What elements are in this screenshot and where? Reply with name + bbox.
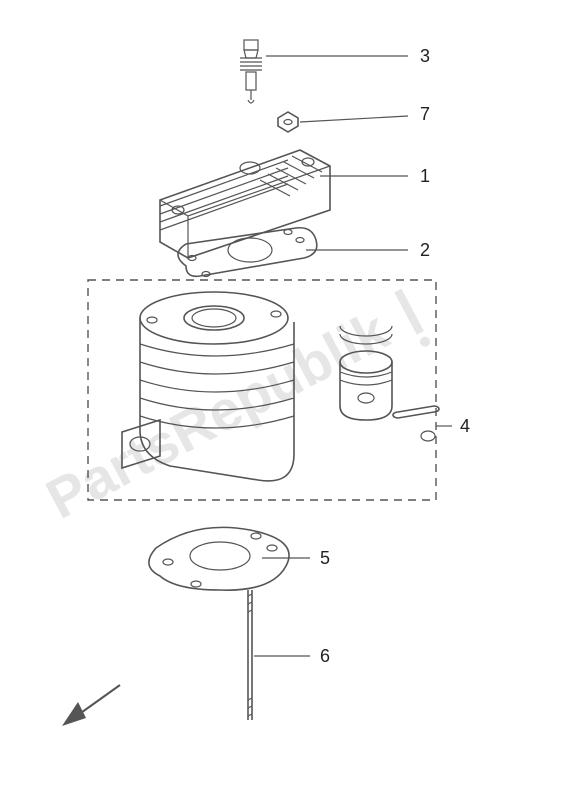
callout-1: 1 xyxy=(420,166,430,186)
part-base-gasket xyxy=(149,527,289,590)
part-spark-plug xyxy=(240,40,262,103)
watermark-dot xyxy=(418,335,432,349)
assembly-direction-arrow xyxy=(62,685,120,726)
callout-4: 4 xyxy=(460,416,470,436)
diagram-stage: PartsRepublik xyxy=(0,0,566,800)
callout-3: 3 xyxy=(420,46,430,66)
part-stud-bolt xyxy=(248,590,252,720)
diagram-svg: PartsRepublik xyxy=(0,0,566,800)
callout-6: 6 xyxy=(320,646,330,666)
part-head-gasket xyxy=(178,228,317,277)
part-cylinder-head xyxy=(160,150,330,258)
watermark-bar xyxy=(394,289,424,335)
callout-5: 5 xyxy=(320,548,330,568)
callout-2: 2 xyxy=(420,240,430,260)
part-nut xyxy=(278,112,298,132)
callout-7: 7 xyxy=(420,104,430,124)
